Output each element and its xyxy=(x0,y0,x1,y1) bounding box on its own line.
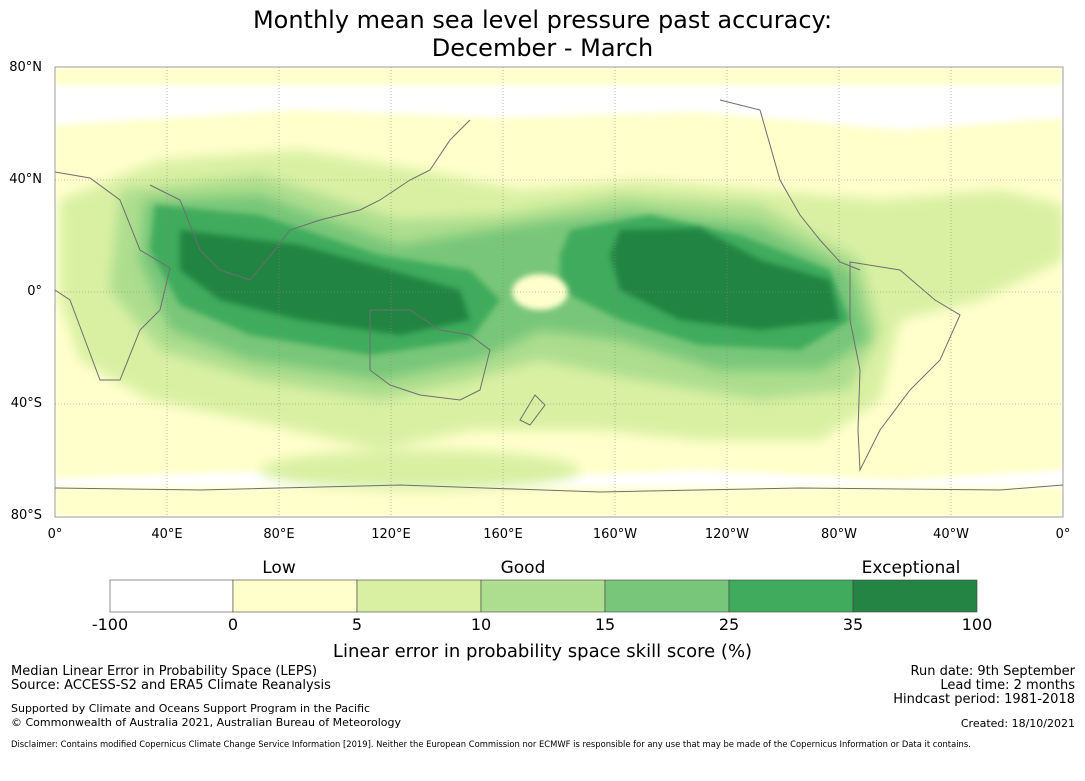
colorbar-swatch-3 xyxy=(480,579,606,613)
footer-copyright: © Commonwealth of Australia 2021, Austra… xyxy=(11,716,401,729)
title-line-1: Monthly mean sea level pressure past acc… xyxy=(252,6,833,34)
lon-label-0-left: 0° xyxy=(47,527,63,542)
colorbar-label: Linear error in probability space skill … xyxy=(332,641,753,662)
lon-label-80w: 80°W xyxy=(821,527,857,542)
colorbar-category-low: Low xyxy=(262,558,296,578)
lat-label-40n: 40°N xyxy=(9,172,42,187)
colorbar xyxy=(109,579,978,613)
colorbar-tick: 5 xyxy=(351,615,363,634)
lon-label-80e: 80°E xyxy=(263,527,295,542)
lat-label-40s: 40°S xyxy=(10,396,42,411)
footer-method: Median Linear Error in Probability Space… xyxy=(11,664,318,679)
colorbar-category-exceptional: Exceptional xyxy=(861,558,961,578)
lat-label-0: 0° xyxy=(27,284,42,299)
colorbar-swatch-0 xyxy=(109,579,234,613)
colorbar-tick: 15 xyxy=(594,615,616,634)
lon-label-120w: 120°W xyxy=(704,527,750,542)
footer-source: Source: ACCESS-S2 and ERA5 Climate Reana… xyxy=(11,678,331,693)
lat-label-80s: 80°S xyxy=(10,508,42,523)
colorbar-tick: 25 xyxy=(718,615,740,634)
colorbar-swatch-4 xyxy=(604,579,730,613)
lon-label-40w: 40°W xyxy=(933,527,969,542)
footer-hindcast-period: Hindcast period: 1981-2018 xyxy=(893,692,1075,707)
lat-label-80n: 80°N xyxy=(9,60,42,75)
footer-lead-time: Lead time: 2 months xyxy=(940,678,1075,693)
lon-label-120e: 120°E xyxy=(371,527,411,542)
lon-label-160e: 160°E xyxy=(483,527,523,542)
title-line-2: December - March xyxy=(431,34,654,62)
map-panel xyxy=(55,67,1063,517)
colorbar-tick: -100 xyxy=(91,615,129,634)
colorbar-tick: 10 xyxy=(470,615,492,634)
coastlines xyxy=(55,99,1063,493)
footer-support: Supported by Climate and Oceans Support … xyxy=(11,702,371,715)
low-skill-patch xyxy=(512,274,568,310)
lon-label-160w: 160°W xyxy=(592,527,638,542)
colorbar-category-good: Good xyxy=(500,558,546,578)
map-frame xyxy=(54,66,1064,518)
colorbar-tick: 100 xyxy=(961,615,993,634)
skill-level-35-100 xyxy=(180,228,840,335)
colorbar-tick: 0 xyxy=(227,615,239,634)
colorbar-swatch-5 xyxy=(728,579,854,613)
colorbar-swatch-6 xyxy=(852,579,978,613)
colorbar-tick: 35 xyxy=(842,615,864,634)
colorbar-swatch-1 xyxy=(232,579,358,613)
lon-label-40e: 40°E xyxy=(151,527,183,542)
footer-created: Created: 18/10/2021 xyxy=(960,717,1075,730)
lon-label-0-right: 0° xyxy=(1055,527,1071,542)
disclaimer: Disclaimer: Contains modified Copernicus… xyxy=(11,739,971,749)
footer-run-date: Run date: 9th September xyxy=(910,664,1075,679)
colorbar-swatch-2 xyxy=(356,579,482,613)
graticule xyxy=(55,67,1063,517)
